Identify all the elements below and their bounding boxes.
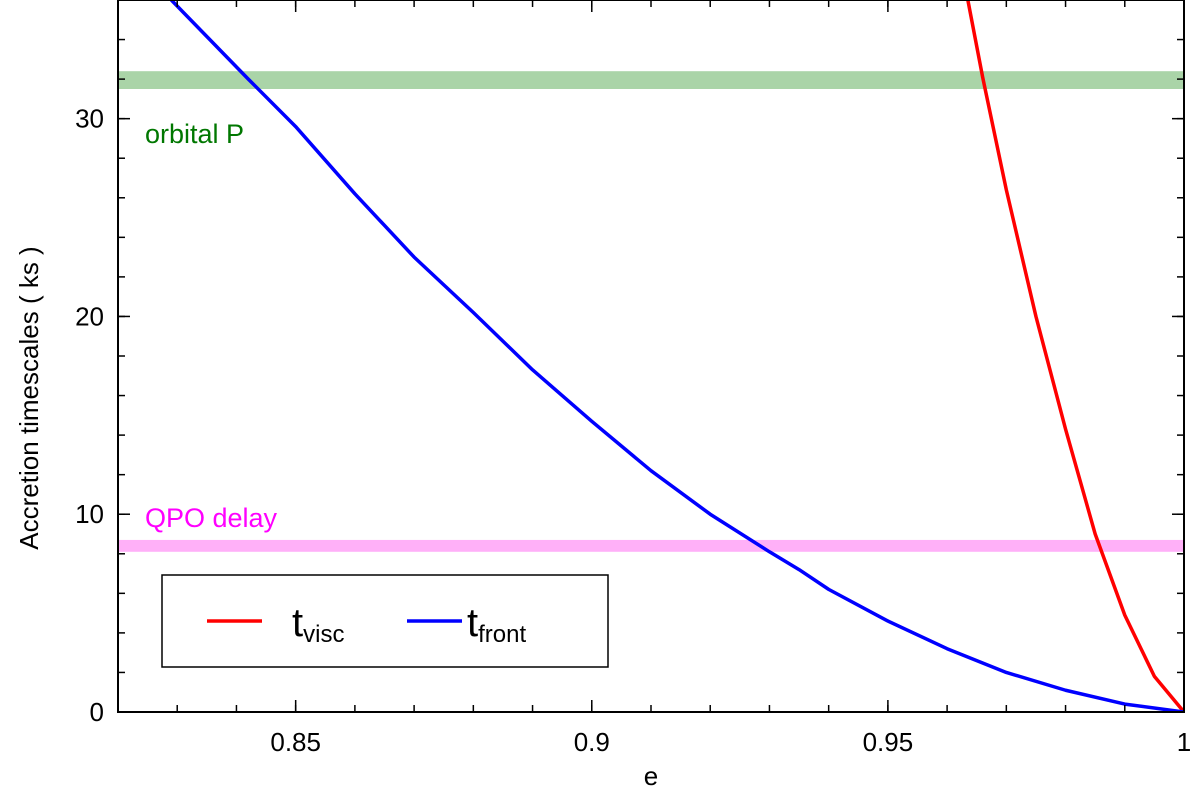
y-tick-label: 0 — [90, 697, 104, 727]
series-line-visc — [966, 0, 1184, 712]
curves-layer — [170, 0, 1184, 712]
band-1 — [118, 539, 1184, 552]
plot-frame — [117, 0, 1185, 713]
x-tick-label: 1 — [1177, 727, 1191, 757]
legend-label-visc-sub: visc — [303, 621, 344, 648]
legend-label-front-main: t — [467, 601, 478, 645]
series-line-front — [170, 0, 1184, 712]
y-axis-title: Accretion timescales ( ks ) — [14, 246, 44, 549]
y-tick-label: 30 — [75, 104, 104, 134]
legend-label-visc: tvisc — [292, 601, 344, 648]
legend: tvisc tfront — [161, 574, 609, 668]
bands-layer — [118, 71, 1184, 552]
band-label-orbital-p: orbital P — [145, 119, 244, 149]
legend-label-visc-main: t — [292, 601, 303, 645]
y-tick-label: 20 — [75, 301, 104, 331]
x-tick-label: 0.95 — [863, 727, 914, 757]
band-label-qpo-delay: QPO delay — [145, 503, 278, 533]
legend-label-front-sub: front — [478, 621, 526, 648]
band-0 — [118, 71, 1184, 89]
x-tick-label: 0.85 — [270, 727, 321, 757]
legend-label-front: tfront — [467, 601, 526, 648]
x-axis-title: e — [644, 761, 658, 791]
y-tick-label: 10 — [75, 499, 104, 529]
x-tick-label: 0.9 — [574, 727, 610, 757]
